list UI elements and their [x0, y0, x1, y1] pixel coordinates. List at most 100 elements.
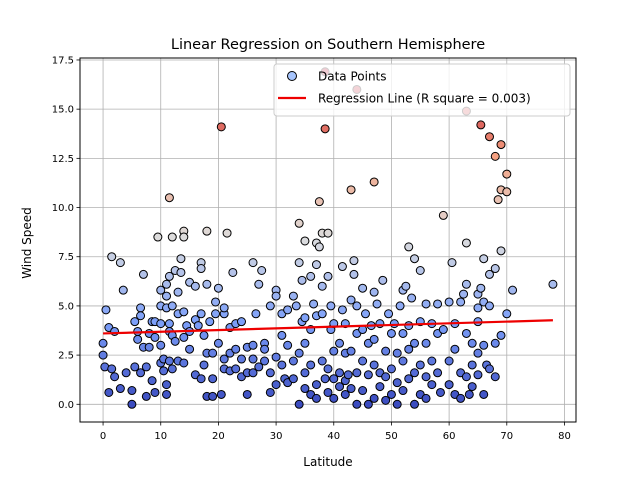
- data-point: [254, 279, 264, 289]
- data-point: [277, 360, 287, 370]
- data-point: [294, 258, 304, 268]
- data-point: [496, 246, 506, 256]
- data-point: [288, 374, 298, 384]
- data-point: [450, 344, 460, 354]
- data-point: [349, 269, 359, 279]
- data-point: [283, 340, 293, 350]
- data-point: [205, 317, 215, 327]
- y-tick-label: 17.5: [52, 55, 74, 66]
- data-point: [136, 368, 146, 378]
- data-point: [467, 338, 477, 348]
- data-point: [104, 387, 114, 397]
- data-point: [107, 252, 117, 262]
- data-point: [398, 356, 408, 366]
- data-point: [381, 395, 391, 405]
- data-point: [167, 364, 177, 374]
- data-point: [236, 317, 246, 327]
- data-point: [164, 319, 174, 329]
- data-point: [231, 364, 241, 374]
- data-point: [335, 338, 345, 348]
- data-point: [389, 319, 399, 329]
- legend-label-points: Data Points: [318, 70, 387, 84]
- x-tick-label: 40: [327, 431, 340, 442]
- data-point: [372, 299, 382, 309]
- y-axis-ticks: 0.0 2.5 5.0 7.5 10.0 12.5 15.0 17.5: [52, 55, 80, 411]
- data-point: [211, 309, 221, 319]
- data-point: [352, 399, 362, 409]
- data-point: [164, 271, 174, 281]
- data-point: [167, 301, 177, 311]
- data-point: [381, 346, 391, 356]
- legend-box: [273, 63, 571, 117]
- data-point: [179, 232, 189, 242]
- data-point: [130, 317, 140, 327]
- data-point: [211, 297, 221, 307]
- data-point: [265, 301, 275, 311]
- data-point: [490, 338, 500, 348]
- data-point: [335, 368, 345, 378]
- data-point: [248, 368, 258, 378]
- data-point: [283, 305, 293, 315]
- data-point: [294, 218, 304, 228]
- data-point: [144, 342, 154, 352]
- data-point: [164, 356, 174, 366]
- x-tick-label: 30: [270, 431, 283, 442]
- data-point: [176, 254, 186, 264]
- data-point: [461, 372, 471, 382]
- data-point: [323, 271, 333, 281]
- data-point: [490, 372, 500, 382]
- regression-line-group: [103, 319, 553, 335]
- regression-line: [103, 319, 553, 335]
- data-point: [398, 328, 408, 338]
- data-point: [392, 348, 402, 358]
- data-point: [156, 340, 166, 350]
- data-point: [294, 399, 304, 409]
- data-point: [444, 380, 454, 390]
- data-point: [369, 360, 379, 370]
- data-point: [447, 258, 457, 268]
- data-point: [444, 356, 454, 366]
- data-point: [162, 389, 172, 399]
- y-tick-label: 0.0: [58, 400, 74, 411]
- data-point: [410, 368, 420, 378]
- data-point: [133, 334, 143, 344]
- data-point: [228, 267, 238, 277]
- y-tick-label: 15.0: [52, 105, 74, 116]
- data-point: [101, 305, 111, 315]
- data-point: [136, 311, 146, 321]
- data-point: [254, 362, 264, 372]
- data-point: [323, 387, 333, 397]
- data-point: [170, 336, 180, 346]
- chart-title: Linear Regression on Southern Hemisphere: [171, 37, 485, 53]
- data-point: [311, 260, 321, 270]
- data-point: [369, 177, 379, 187]
- data-point: [300, 384, 310, 394]
- data-point: [314, 197, 324, 207]
- data-point: [199, 360, 209, 370]
- data-point: [127, 399, 137, 409]
- data-point: [407, 293, 417, 303]
- data-point: [493, 195, 503, 205]
- data-point: [110, 372, 120, 382]
- data-point: [208, 348, 218, 358]
- data-point: [317, 309, 327, 319]
- data-point: [222, 228, 232, 238]
- data-point: [156, 285, 166, 295]
- data-point: [294, 348, 304, 358]
- data-point: [260, 356, 270, 366]
- data-point: [340, 389, 350, 399]
- data-point: [392, 399, 402, 409]
- data-point: [115, 384, 125, 394]
- data-point: [484, 301, 494, 311]
- y-tick-label: 5.0: [58, 301, 74, 312]
- data-point: [326, 301, 336, 311]
- data-point: [421, 299, 431, 309]
- data-point: [410, 254, 420, 264]
- data-point: [438, 210, 448, 220]
- data-point: [421, 393, 431, 403]
- data-point: [346, 295, 356, 305]
- data-point: [314, 242, 324, 252]
- data-point: [404, 242, 414, 252]
- data-point: [150, 332, 160, 342]
- data-point: [199, 330, 209, 340]
